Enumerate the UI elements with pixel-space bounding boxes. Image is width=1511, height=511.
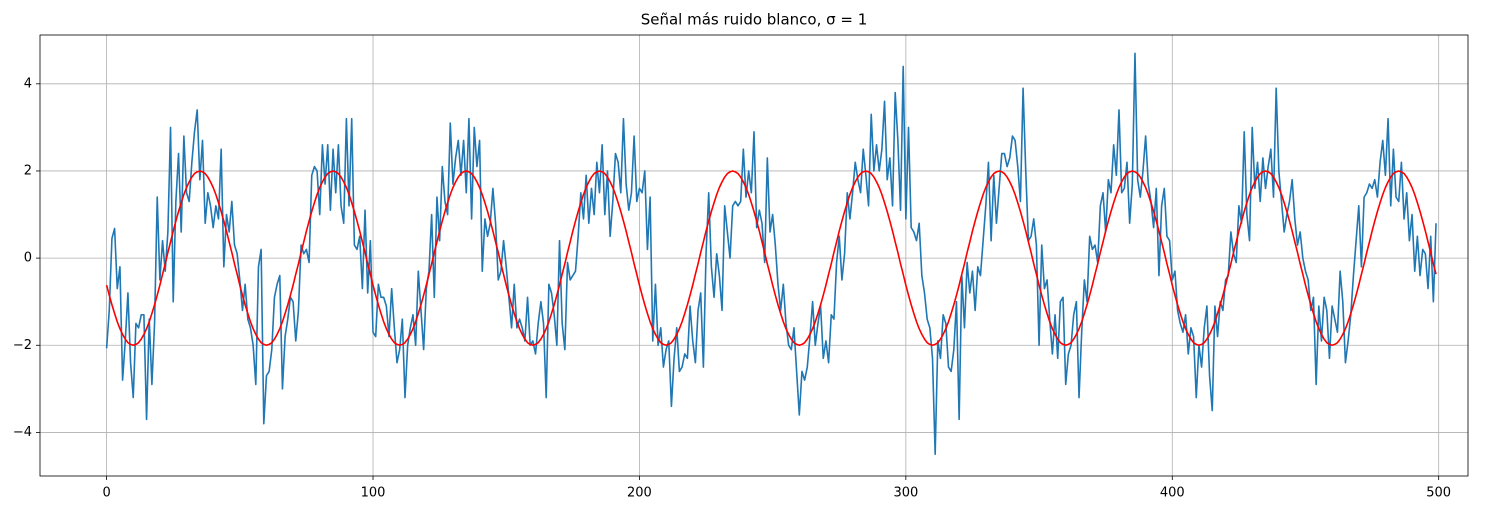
y-tick-label: −4 <box>13 425 32 440</box>
x-tick-label: 100 <box>361 486 386 501</box>
x-tick-label: 400 <box>1160 486 1185 501</box>
line-series <box>105 170 1437 347</box>
y-tick-label: 4 <box>24 76 32 91</box>
x-tick-label: 300 <box>893 486 918 501</box>
y-tick-label: −2 <box>13 338 32 353</box>
x-tick-label: 0 <box>102 486 110 501</box>
x-tick-label: 500 <box>1426 486 1451 501</box>
y-tick-label: 0 <box>24 251 32 266</box>
plot-frame <box>39 34 1469 477</box>
x-tick-label: 200 <box>627 486 652 501</box>
chart-title: Señal más ruido blanco, σ = 1 <box>641 11 868 29</box>
line-series <box>105 52 1437 456</box>
y-tick-label: 2 <box>24 163 32 178</box>
